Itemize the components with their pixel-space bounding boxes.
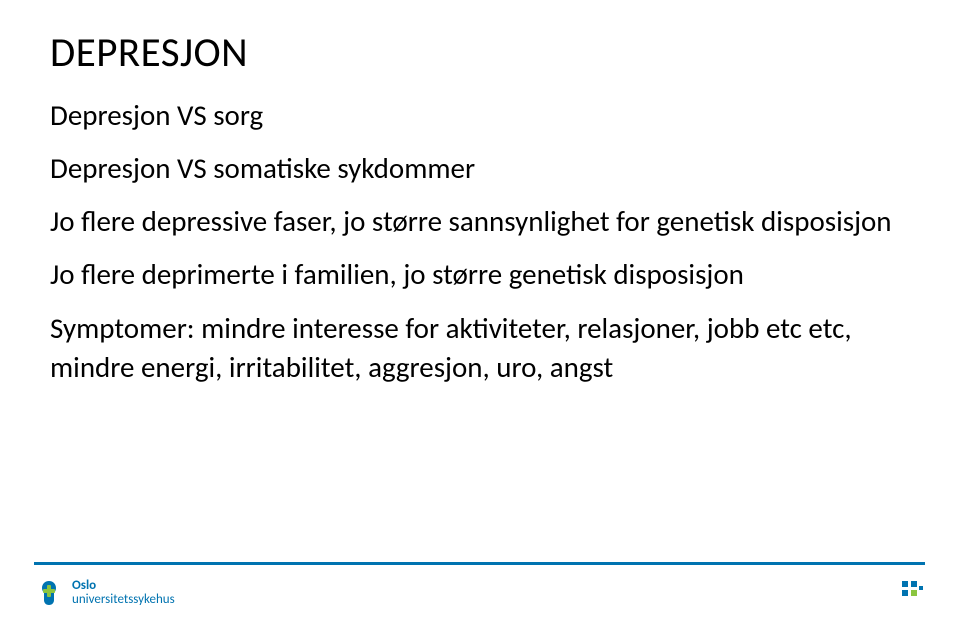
body-paragraph: Jo flere depressive faser, jo større san… bbox=[50, 202, 909, 241]
footer-divider bbox=[34, 562, 925, 565]
slide: DEPRESJON Depresjon VS sorg Depresjon VS… bbox=[0, 0, 959, 620]
body-paragraph: Depresjon VS somatiske sykdommer bbox=[50, 149, 909, 188]
body-paragraph: Jo flere deprimerte i familien, jo størr… bbox=[50, 255, 909, 294]
logo-text: Oslo universitetssykehus bbox=[72, 579, 175, 606]
logo-text-line1: Oslo bbox=[72, 579, 175, 593]
body-paragraph: Depresjon VS sorg bbox=[50, 96, 909, 135]
slide-title: DEPRESJON bbox=[50, 28, 909, 78]
partner-logo-icon bbox=[899, 578, 925, 604]
slide-body: Depresjon VS sorg Depresjon VS somatiske… bbox=[50, 96, 909, 387]
hospital-logo-icon bbox=[34, 578, 64, 608]
body-paragraph: Symptomer: mindre interesse for aktivite… bbox=[50, 309, 909, 387]
slide-footer: Oslo universitetssykehus bbox=[0, 562, 959, 620]
logo-oslo-universitetssykehus: Oslo universitetssykehus bbox=[34, 578, 175, 608]
logo-text-line2: universitetssykehus bbox=[72, 593, 175, 607]
